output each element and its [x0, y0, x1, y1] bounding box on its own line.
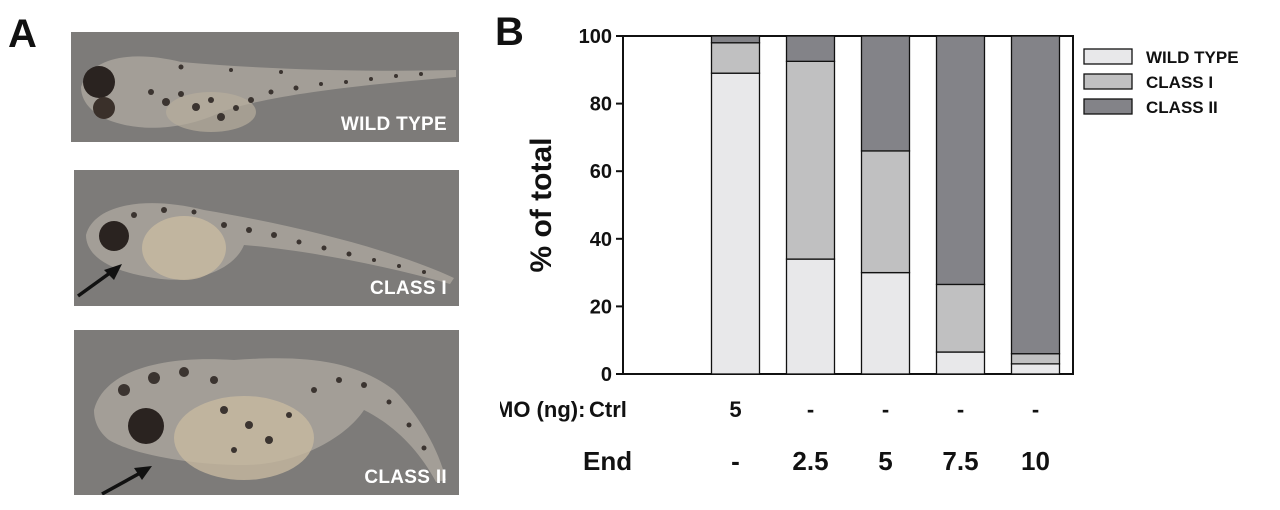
zebrafish-photo-wild-type: WILD TYPE — [71, 32, 459, 142]
row-1-value-4: 7.5 — [942, 446, 978, 476]
bar-segment-wild-type-4 — [935, 351, 986, 375]
bar-segment-class-i-1 — [710, 42, 761, 74]
zebrafish-photo-class-i: CLASS I — [74, 170, 459, 306]
bar-segment-class-ii-5 — [1010, 35, 1061, 355]
legend-label-class-ii: CLASS II — [1146, 98, 1218, 117]
y-tick-label-40: 40 — [590, 229, 612, 251]
zebrafish-photo-class-ii: CLASS II — [74, 330, 459, 495]
y-tick-label-0: 0 — [601, 364, 612, 386]
y-axis-title: % of total — [525, 138, 558, 273]
panel-b-letter: B — [495, 10, 524, 54]
bar-segment-wild-type-5 — [1010, 363, 1061, 375]
bar-segment-class-i-3 — [860, 150, 911, 274]
legend-swatch-wild-type — [1083, 48, 1133, 65]
row-0-value-0: Ctrl — [589, 397, 627, 422]
bar-segment-wild-type-2 — [785, 258, 836, 375]
y-tick-label-80: 80 — [590, 94, 612, 116]
bar-segment-class-i-2 — [785, 60, 836, 260]
y-tick-label-20: 20 — [590, 296, 612, 318]
bar-segment-class-ii-2 — [785, 35, 836, 63]
row-1-value-5: 10 — [1021, 446, 1050, 476]
row-0-value-4: - — [957, 397, 964, 422]
bar-segment-class-i-4 — [935, 283, 986, 353]
legend-swatch-class-ii — [1083, 98, 1133, 115]
stacked-bar-chart: 0 20 40 60 80 100 % of total MO (ng): Ctrl 5 - - - - E… — [500, 26, 1239, 476]
plot-frame — [622, 35, 1074, 375]
bar-segment-wild-type-3 — [860, 271, 911, 375]
row-1-value-3: 5 — [878, 446, 892, 476]
row-0-value-1: 5 — [729, 397, 741, 422]
bar-segment-class-ii-4 — [935, 35, 986, 286]
photo-label-class-i: CLASS I — [369, 278, 447, 299]
row-1-value-2: 2.5 — [792, 446, 828, 476]
bar-segment-class-ii-1 — [710, 35, 761, 44]
row-1-value-1: - — [731, 446, 740, 476]
photo-label-class-ii: CLASS II — [364, 467, 447, 488]
y-tick-label-60: 60 — [590, 161, 612, 183]
row-0-value-3: - — [882, 397, 889, 422]
row-label-0: MO (ng): — [500, 397, 585, 422]
bar-segment-class-ii-3 — [860, 35, 911, 152]
legend-label-class-i: CLASS I — [1146, 73, 1213, 92]
row-0-value-5: - — [1032, 397, 1039, 422]
legend-swatch-class-i — [1083, 73, 1133, 90]
photo-label-wild-type: WILD TYPE — [340, 114, 447, 135]
row-label-1: End — [583, 446, 632, 476]
bar-segment-wild-type-1 — [710, 72, 761, 375]
row-0-value-2: - — [807, 397, 814, 422]
y-tick-label-100: 100 — [579, 26, 612, 48]
panel-a-letter: A — [8, 12, 37, 56]
legend-label-wild-type: WILD TYPE — [1146, 48, 1239, 67]
bar-segment-class-i-5 — [1010, 353, 1061, 365]
